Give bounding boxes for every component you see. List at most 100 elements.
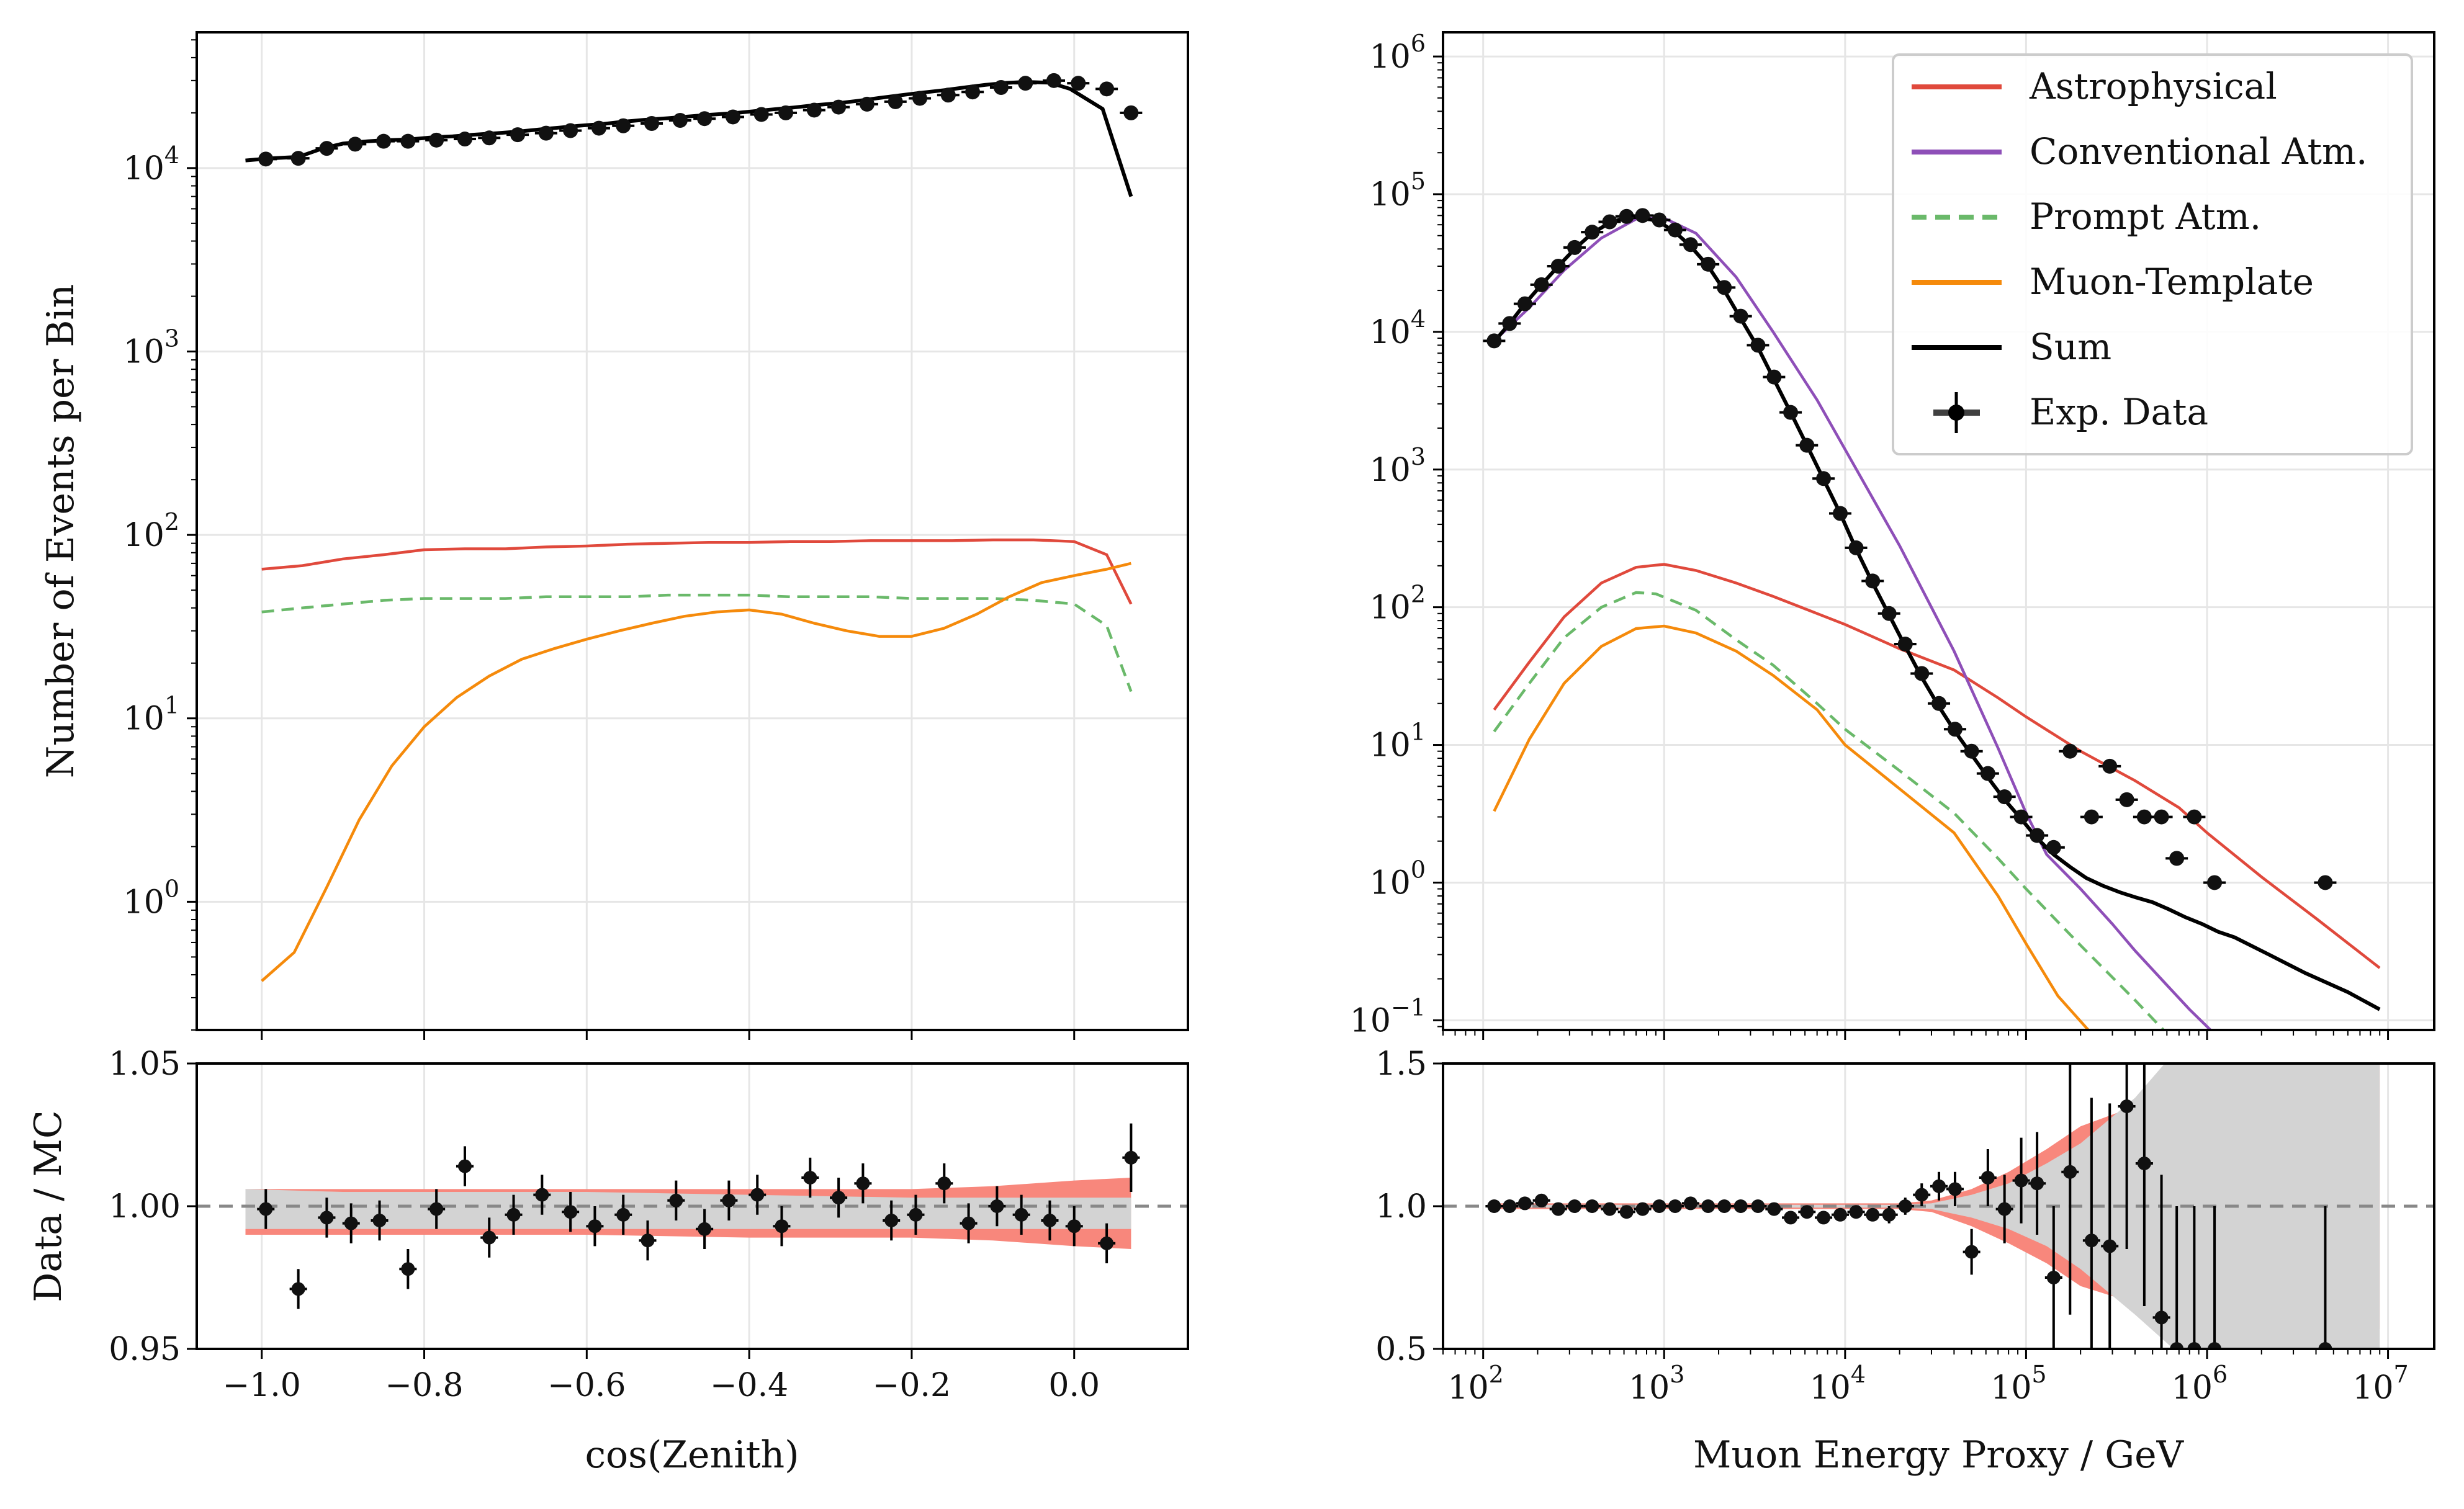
- energy_main-data-point: [1848, 540, 1864, 555]
- energy_ratio-point: [1833, 1207, 1848, 1222]
- energy_main-data-point: [2154, 809, 2169, 825]
- zenith_ratio-point: [698, 1222, 712, 1236]
- energy_ratio-point: [1567, 1199, 1581, 1213]
- energy_ratio-point: [1784, 1211, 1798, 1225]
- energy_main-data-point: [1931, 696, 1947, 711]
- zenith_main-data-point: [940, 87, 956, 103]
- energy_main-ytick-label: 103: [1370, 443, 1426, 489]
- zenith_ratio-point: [457, 1159, 472, 1173]
- zenith_main-ytick-label: 100: [124, 875, 179, 921]
- zenith_ratio-point: [344, 1216, 358, 1230]
- energy_ratio-plot-area: [1443, 1063, 2434, 1349]
- energy_main-data-point: [1585, 225, 1600, 240]
- energy_ratio-ytick-label: 1.0: [1375, 1188, 1427, 1225]
- zenith_ratio-point: [1124, 1150, 1138, 1165]
- zenith_main-ytick-label: 103: [124, 325, 179, 370]
- energy_ratio-point: [2084, 1234, 2098, 1248]
- zenith_ratio-point: [564, 1205, 578, 1219]
- legend-label-muon: Muon-Template: [2030, 261, 2314, 303]
- energy_ratio-point: [1717, 1199, 1732, 1213]
- energy-ratio-xlabel: Muon Energy Proxy / GeV: [1693, 1433, 2185, 1477]
- energy_ratio-point: [1866, 1207, 1880, 1222]
- zenith_ratio-point: [506, 1207, 521, 1222]
- zenith_main-data-point: [538, 125, 554, 141]
- energy_main-data-point: [1783, 405, 1799, 420]
- energy_main-data-point: [1833, 506, 1848, 521]
- energy_ratio-point: [1503, 1199, 1517, 1213]
- zenith_ratio-point: [1043, 1214, 1057, 1227]
- zenith_main-data-point: [400, 133, 416, 149]
- zenith_main-data-point: [457, 132, 472, 147]
- energy_ratio-point: [2063, 1165, 2077, 1179]
- energy_ratio-point: [1635, 1202, 1650, 1216]
- zenith_ratio-point: [750, 1188, 765, 1202]
- energy_ratio-point: [2170, 1342, 2184, 1349]
- zenith_main-data-point: [510, 127, 526, 143]
- zenith-ratio-xlabel: cos(Zenith): [585, 1433, 799, 1477]
- legend-label-sum: Sum: [2030, 326, 2111, 368]
- zenith_main-data-point: [319, 141, 335, 156]
- energy_main-data-point: [1717, 280, 1732, 295]
- energy_ratio-point: [1981, 1171, 1995, 1184]
- zenith_ratio-point: [320, 1211, 334, 1225]
- energy_main-data-point: [1502, 316, 1518, 331]
- energy_main-data-point: [2046, 840, 2061, 855]
- energy_main-data-point: [1635, 208, 1650, 223]
- energy_main-data-point: [1897, 637, 1913, 652]
- energy_main-data-point: [2013, 809, 2029, 825]
- energy_ratio-point: [1668, 1199, 1682, 1213]
- energy_ratio-point: [1603, 1202, 1617, 1216]
- zenith_main-data-point: [859, 96, 875, 112]
- energy_main-data-point: [1799, 437, 1815, 453]
- energy_ratio-point: [2154, 1310, 2169, 1325]
- energy_main-plot-area: [1483, 208, 2381, 1030]
- zenith_ratio-point: [909, 1207, 923, 1222]
- energy_ratio-point: [2014, 1173, 2028, 1188]
- energy-main-axes: [1442, 31, 2435, 1031]
- energy_main-data-point: [1602, 214, 1617, 230]
- energy_main-data-point: [1683, 237, 1698, 253]
- zenith-ratio-ylabel: Data / MC: [27, 1110, 70, 1302]
- energy_main-data-point: [1652, 212, 1667, 228]
- energy_main-data-point: [1486, 333, 1502, 349]
- zenith-ratio-frame: [196, 1062, 1189, 1350]
- zenith_ratio-xtick-label: −0.8: [385, 1367, 463, 1404]
- energy_ratio-point: [1487, 1199, 1501, 1213]
- legend-frame: [1892, 53, 2413, 455]
- energy_main-data-point: [1947, 722, 1963, 737]
- zenith_ratio-xtick-label: −0.6: [547, 1367, 626, 1404]
- energy_ratio-point: [2208, 1342, 2222, 1349]
- energy_ratio-point: [2046, 1271, 2061, 1284]
- zenith_main-data-point: [912, 91, 928, 106]
- zenith_ratio-point: [722, 1193, 736, 1207]
- zenith_ratio-xtick-label: −0.2: [873, 1367, 951, 1404]
- energy_main-series-muon-line: [1493, 624, 2090, 1030]
- energy_main-ytick-label: 102: [1370, 581, 1426, 627]
- energy_ratio-xtick-label: 106: [2172, 1361, 2228, 1407]
- zenith_main-data-point: [644, 116, 660, 132]
- energy_main-data-point: [1750, 338, 1766, 353]
- energy_main-data-point: [1865, 573, 1881, 589]
- energy_ratio-point: [1652, 1199, 1666, 1213]
- zenith_ratio-xtick-label: −0.4: [710, 1367, 788, 1404]
- zenith_ratio-point: [990, 1199, 1004, 1213]
- energy_ratio-point: [1932, 1179, 1946, 1193]
- energy_main-data-point: [2187, 809, 2202, 825]
- zenith_main-data-point: [616, 118, 631, 133]
- zenith_main-data-point: [348, 137, 363, 152]
- energy_main-ytick-label: 104: [1370, 305, 1426, 351]
- energy_ratio-point: [1585, 1199, 1599, 1213]
- zenith-ratio-axes: [196, 1062, 1189, 1350]
- energy_ratio-point: [1518, 1196, 1532, 1211]
- zenith_ratio-point: [641, 1234, 655, 1248]
- energy-main-frame: [1442, 31, 2435, 1031]
- zenith_main-data-point: [429, 132, 444, 148]
- energy_main-data-point: [1964, 743, 1979, 759]
- energy_ratio-point: [1733, 1199, 1748, 1213]
- energy_ratio-point: [1882, 1207, 1896, 1222]
- energy_ratio-point: [1948, 1182, 1962, 1196]
- zenith_main-series-astro-line: [261, 538, 1133, 605]
- zenith_main-data-point: [725, 109, 740, 125]
- energy_ratio-point: [1551, 1202, 1565, 1216]
- energy_ratio-point: [1817, 1211, 1831, 1225]
